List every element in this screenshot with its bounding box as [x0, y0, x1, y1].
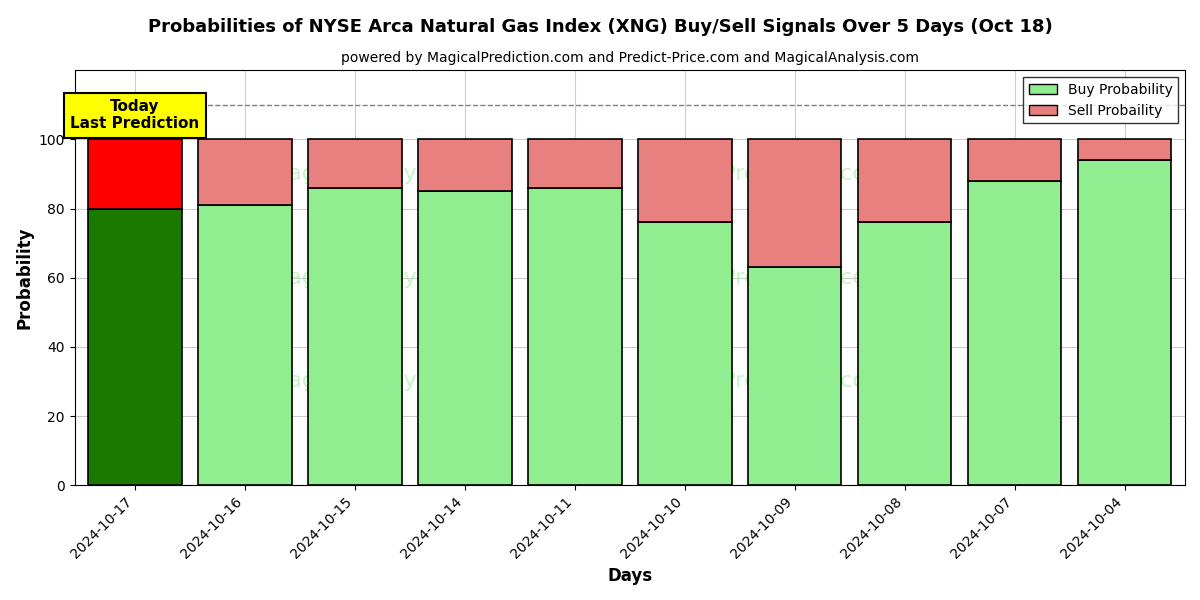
Bar — [89, 139, 182, 209]
Bar — [198, 139, 292, 205]
Bar — [528, 188, 622, 485]
Text: MagicalPrediction.com: MagicalPrediction.com — [638, 164, 888, 184]
Text: MagicalPrediction.com: MagicalPrediction.com — [638, 268, 888, 288]
X-axis label: Days: Days — [607, 567, 653, 585]
Bar — [1078, 160, 1171, 485]
Text: MagicalAnalysis.com: MagicalAnalysis.com — [270, 268, 502, 288]
Bar — [419, 139, 511, 191]
Bar — [968, 139, 1061, 181]
Bar — [1078, 139, 1171, 160]
Bar — [858, 223, 952, 485]
Bar — [638, 139, 732, 223]
Y-axis label: Probability: Probability — [16, 226, 34, 329]
Bar — [89, 209, 182, 485]
Bar — [638, 223, 732, 485]
Bar — [528, 139, 622, 188]
Title: powered by MagicalPrediction.com and Predict-Price.com and MagicalAnalysis.com: powered by MagicalPrediction.com and Pre… — [341, 51, 919, 65]
Legend: Buy Probability, Sell Probaility: Buy Probability, Sell Probaility — [1024, 77, 1178, 124]
Bar — [858, 139, 952, 223]
Bar — [748, 139, 841, 268]
Bar — [968, 181, 1061, 485]
Text: Today
Last Prediction: Today Last Prediction — [71, 99, 199, 131]
Bar — [198, 205, 292, 485]
Bar — [419, 191, 511, 485]
Bar — [308, 188, 402, 485]
Text: MagicalPrediction.com: MagicalPrediction.com — [638, 371, 888, 391]
Text: MagicalAnalysis.com: MagicalAnalysis.com — [270, 371, 502, 391]
Text: Probabilities of NYSE Arca Natural Gas Index (XNG) Buy/Sell Signals Over 5 Days : Probabilities of NYSE Arca Natural Gas I… — [148, 18, 1052, 36]
Bar — [308, 139, 402, 188]
Bar — [748, 268, 841, 485]
Text: MagicalAnalysis.com: MagicalAnalysis.com — [270, 164, 502, 184]
